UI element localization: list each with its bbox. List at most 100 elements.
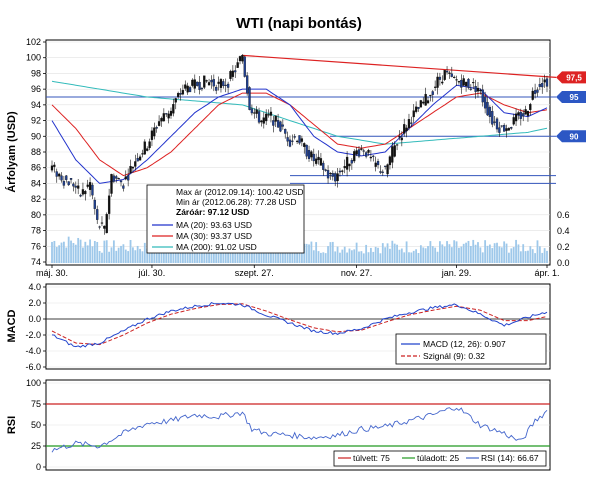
candle-body [462, 78, 465, 86]
volume-bar [450, 247, 453, 263]
macd-legend-label: MACD (12, 26): 0.907 [423, 339, 506, 349]
volume-bar [412, 250, 415, 263]
volume-bar [265, 253, 268, 263]
volume-bar [96, 241, 99, 263]
candle-body [215, 86, 218, 91]
candle-body [57, 173, 61, 177]
candle-body [103, 225, 106, 229]
volume-bar [512, 247, 515, 263]
candle-body [293, 136, 296, 138]
rsi-tick-label: 50 [31, 420, 41, 430]
volume-bar [279, 247, 282, 263]
volume-bar [72, 243, 75, 263]
chart-title: WTI (napi bontás) [236, 15, 362, 32]
candle-body [179, 93, 182, 95]
candle-body [88, 182, 92, 190]
rsi-line [51, 407, 548, 453]
volume-bar [317, 251, 320, 263]
price-flag-label: 90 [570, 132, 579, 141]
candle-body [529, 104, 532, 111]
oversold-legend-label: túladott: 25 [417, 453, 459, 463]
volume-bar [62, 241, 65, 263]
volume-bar [186, 247, 189, 263]
candle-body [374, 162, 377, 167]
volume-bar [467, 240, 470, 263]
candle-body [79, 195, 82, 197]
candle-body [269, 111, 273, 116]
volume-bar [491, 248, 494, 263]
rsi-legend: túlvett: 75 túladott: 25 RSI (14): 66.67 [333, 450, 547, 467]
volume-bar [424, 248, 427, 263]
candle-body [410, 122, 413, 124]
price-tick-label: 82 [31, 194, 41, 204]
candle-body [419, 100, 423, 108]
volume-bar [431, 246, 434, 263]
volume-bar [160, 246, 163, 263]
candle-body [250, 108, 254, 114]
volume-bar [120, 245, 122, 263]
volume-bar [496, 242, 498, 263]
volume-bar [419, 245, 422, 263]
candle-body [443, 70, 446, 80]
volume-bar [110, 247, 113, 263]
volume-bar [300, 251, 303, 263]
volume-bar [270, 245, 272, 263]
candle-body [491, 111, 494, 125]
close-price-text: Záróár: 97.12 USD [176, 207, 249, 217]
volume-bar [315, 242, 318, 263]
volume-bar [541, 252, 544, 263]
candle-body [262, 117, 265, 124]
volume-bar [493, 243, 496, 263]
volume-bar [443, 246, 446, 263]
candle-body [260, 120, 263, 123]
volume-bar [298, 253, 301, 263]
volume-bar [422, 247, 425, 263]
candle-body [403, 124, 406, 134]
price-flag-label: 95 [570, 93, 579, 102]
ma20-line [51, 84, 548, 184]
candle-body [319, 158, 323, 166]
candle-body [329, 172, 332, 175]
volume-bar [189, 244, 191, 263]
macd-layer: -6.0 -4.0 -2.0 0.0 2.0 4.0 [25, 282, 550, 372]
candle-body [495, 118, 499, 130]
candle-body [488, 107, 492, 117]
candle-body [312, 153, 315, 162]
volume-bar [372, 251, 375, 263]
volume-bar [246, 248, 249, 263]
candle-body [326, 170, 330, 179]
volume-bar [479, 247, 482, 263]
candle-body [448, 72, 451, 74]
ma30-line [51, 92, 548, 177]
candle-body [81, 189, 85, 195]
candle-body [472, 82, 475, 84]
candle-body [219, 79, 223, 88]
candle-body [196, 81, 199, 86]
price-legend: Max ár (2012.09.14): 100.42 USD Min ár (… [146, 184, 305, 254]
volume-bar [201, 246, 203, 263]
volume-bar [139, 248, 141, 263]
volume-bar [134, 250, 137, 263]
price-flag-label: 97,5 [566, 73, 582, 82]
volume-bar [446, 241, 448, 263]
candle-body [362, 150, 365, 152]
volume-bar [222, 249, 225, 263]
volume-bar [403, 252, 406, 263]
candle-body [62, 181, 66, 186]
volume-tick-label: 0.0 [557, 258, 570, 268]
candle-body [524, 109, 527, 115]
volume-tick-label: 0.6 [557, 210, 570, 220]
volume-bar [455, 241, 458, 263]
volume-bar [248, 248, 251, 263]
candle-body [50, 165, 54, 171]
ma200-legend-label: MA (200): 91.02 USD [176, 242, 257, 252]
volume-bar [322, 252, 325, 263]
candle-body [450, 73, 453, 77]
candle-body [510, 127, 513, 129]
x-tick-label: szept. 27. [235, 268, 274, 278]
candle-body [298, 135, 301, 144]
candle-body [357, 149, 361, 157]
candle-body [176, 93, 180, 98]
candle-body [486, 102, 489, 116]
candle-body [74, 185, 77, 188]
